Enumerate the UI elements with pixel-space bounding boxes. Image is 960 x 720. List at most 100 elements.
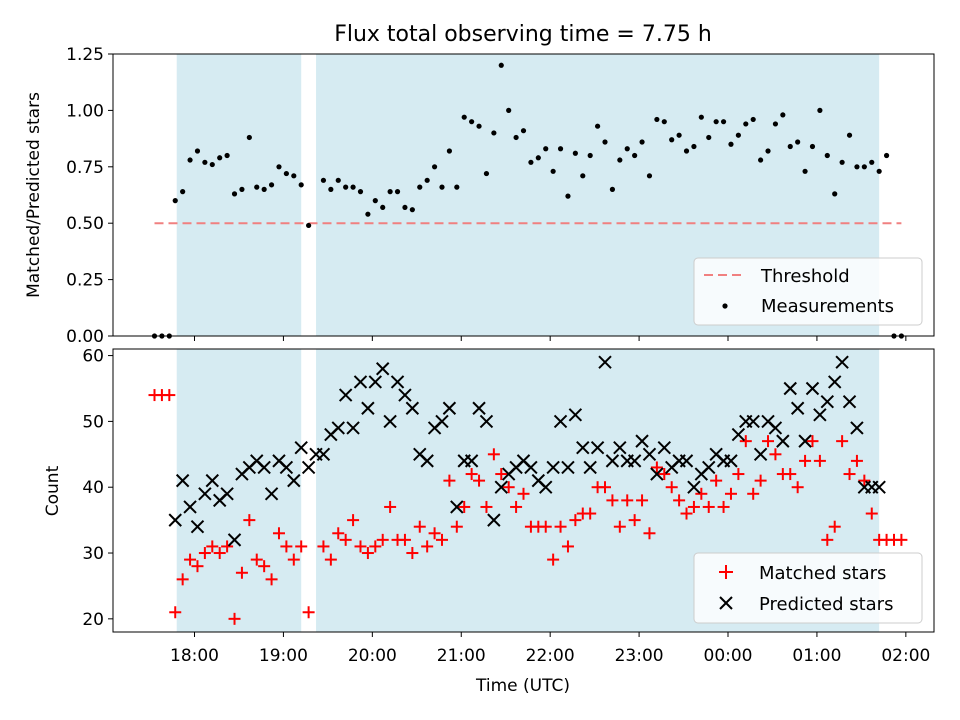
predicted-star-marker (479, 414, 494, 429)
predicted-star-marker (175, 473, 190, 488)
y-tick-label: 0.00 (66, 327, 104, 347)
measurement-point (424, 177, 430, 183)
predicted-star-marker (650, 467, 664, 481)
threshold-legend-label: Threshold (760, 266, 850, 287)
matched-star-marker (510, 500, 523, 513)
measurement-point (239, 186, 245, 192)
predicted-star-marker (590, 441, 605, 455)
predicted-star-marker (746, 414, 760, 429)
matched-star-marker (791, 481, 804, 494)
predicted-star-marker (264, 487, 279, 501)
measurement-point (565, 193, 571, 199)
measurement-point (706, 134, 712, 141)
predicted-star-marker (583, 460, 597, 475)
matched-star-marker (235, 566, 248, 579)
matched-star-marker (762, 435, 775, 448)
measurement-point (728, 141, 734, 147)
predicted-star-marker (190, 519, 205, 534)
top-y-axis: 0.00 0.25 0.50 0.75 1.00 1.25 (66, 45, 907, 347)
predicted-star-marker (279, 460, 294, 475)
predicted-star-marker (598, 355, 612, 369)
measurement-point (194, 148, 201, 154)
matched-star-marker (806, 435, 819, 448)
matched-star-marker (843, 468, 856, 481)
predicted-star-marker (450, 500, 464, 514)
top-plot-frame (112, 53, 935, 337)
matched-star-marker (221, 540, 234, 553)
top-y-axis-label: Matched/Predicted stars (24, 92, 44, 298)
matched-star-marker (369, 540, 382, 553)
measurement-point (669, 137, 675, 143)
matched-star-marker (295, 540, 308, 553)
measurement-point (498, 62, 504, 68)
matched-star-marker (747, 487, 760, 500)
predicted-star-marker (642, 447, 657, 462)
matched-star-marker (673, 494, 686, 507)
x-tick-label: 23:00 (615, 646, 664, 666)
measurement-point (431, 164, 438, 170)
matched-star-marker (480, 500, 493, 513)
measurement-point (291, 173, 297, 179)
predicted-star-marker (405, 401, 420, 415)
measurement-point (817, 107, 823, 113)
matched-star-marker (799, 454, 812, 467)
measurement-point (224, 152, 230, 159)
measurement-point (632, 152, 638, 159)
matched-star-marker (398, 533, 411, 546)
measurement-point (824, 152, 830, 159)
bottom-y-axis: 20 30 40 50 60 (82, 347, 113, 630)
predicted-legend-swatch (719, 596, 733, 610)
matched-star-marker (554, 520, 567, 533)
measurement-point (676, 132, 682, 138)
measurement-point (550, 168, 556, 174)
predicted-stars-series (168, 355, 886, 547)
matched-star-marker (406, 547, 419, 560)
matched-star-marker (828, 520, 841, 533)
matched-star-marker (769, 448, 782, 461)
matched-star-marker (258, 560, 271, 573)
predicted-star-marker (383, 414, 397, 429)
matched-star-marker (606, 494, 619, 507)
matched-star-marker (636, 494, 649, 507)
predicted-star-marker (702, 460, 716, 475)
y-tick-label: 50 (82, 412, 104, 432)
measurements-series (151, 62, 904, 339)
predicted-star-marker (687, 480, 701, 494)
matched-star-marker (850, 454, 863, 467)
matched-star-marker (421, 540, 434, 553)
matched-star-marker (332, 527, 345, 540)
matched-star-marker (784, 468, 797, 481)
top-panel: 0.00 0.25 0.50 0.75 1.00 1.25 Matched/Predict… (24, 45, 935, 347)
x-tick-label: 02:00 (881, 646, 930, 666)
top-legend-box (693, 257, 923, 326)
measurement-point (750, 116, 756, 123)
measurement-point (306, 222, 312, 229)
matched-star-marker (243, 514, 256, 527)
measurement-point (402, 204, 408, 211)
measurement-point (387, 189, 393, 195)
matched-star-marker (384, 500, 397, 513)
matched-star-marker (643, 527, 656, 540)
measurement-point (580, 173, 586, 179)
predicted-star-marker (798, 434, 812, 448)
predicted-star-marker (464, 454, 479, 468)
matched-star-marker (680, 507, 693, 520)
measurements-legend-swatch (722, 303, 728, 309)
measurement-point (735, 132, 741, 138)
matched-star-marker (710, 474, 723, 487)
matched-star-marker (287, 553, 300, 566)
matched-star-marker (495, 468, 508, 481)
matched-star-marker (163, 389, 176, 402)
matched-star-marker (702, 500, 715, 513)
predicted-star-marker (205, 473, 219, 488)
predicted-star-marker (605, 454, 620, 468)
matched-star-marker (450, 520, 463, 533)
measurement-point (172, 198, 178, 204)
predicted-star-marker (724, 454, 738, 468)
x-tick-label: 20:00 (348, 646, 397, 666)
matched-star-marker (658, 468, 671, 481)
measurement-point (646, 173, 653, 179)
matched-star-marker (324, 553, 337, 566)
matched-star-marker (191, 560, 204, 573)
measurement-point (180, 189, 186, 195)
